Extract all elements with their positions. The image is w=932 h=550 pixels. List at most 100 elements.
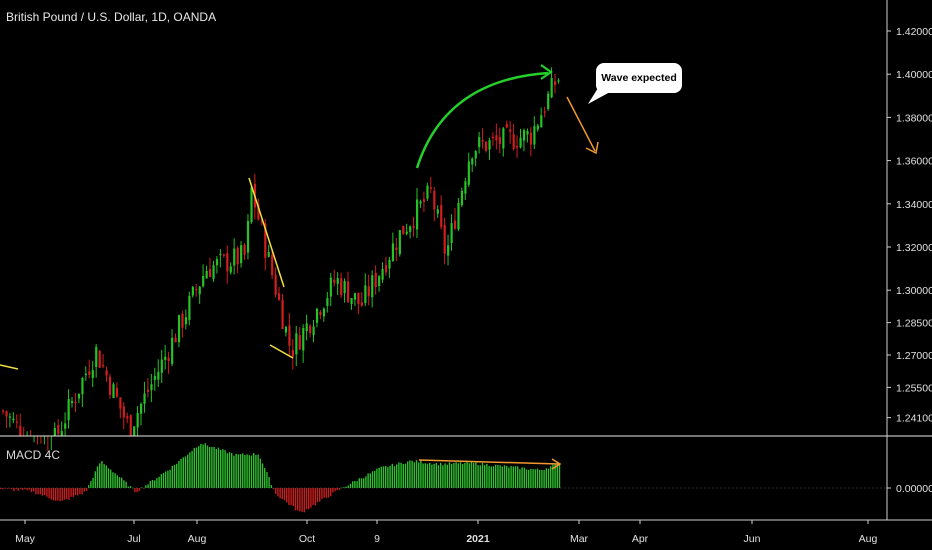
candle-body bbox=[409, 226, 412, 232]
candle-body bbox=[498, 136, 501, 145]
candle-body bbox=[378, 276, 381, 286]
candle-body bbox=[319, 311, 322, 315]
candle-body bbox=[364, 285, 367, 304]
candle-body bbox=[440, 205, 443, 227]
macd-bar bbox=[378, 467, 380, 488]
macd-bar bbox=[396, 464, 398, 488]
macd-bar bbox=[429, 462, 431, 488]
macd-bar bbox=[525, 469, 528, 488]
macd-bar bbox=[204, 443, 206, 488]
candle-body bbox=[347, 281, 350, 303]
candle-body bbox=[150, 384, 153, 391]
macd-bar bbox=[536, 468, 539, 488]
macd-bar bbox=[235, 453, 237, 488]
candle-body bbox=[360, 302, 363, 306]
macd-bar bbox=[101, 461, 103, 488]
macd-bar bbox=[200, 443, 202, 488]
candle-body bbox=[240, 245, 243, 264]
candle-body bbox=[505, 124, 508, 128]
macd-bar bbox=[248, 455, 250, 488]
candle-body bbox=[464, 181, 467, 194]
macd-bar bbox=[488, 466, 490, 488]
macd-bar bbox=[301, 488, 303, 512]
candle-body bbox=[315, 308, 319, 323]
macd-bar bbox=[446, 464, 448, 488]
macd-bar bbox=[270, 485, 272, 488]
macd-bar bbox=[13, 488, 15, 492]
macd-bar bbox=[118, 477, 121, 488]
macd-bar bbox=[28, 488, 30, 490]
candle-body bbox=[340, 278, 343, 295]
candle-body bbox=[215, 259, 219, 266]
candle-body bbox=[536, 125, 539, 130]
candle-body bbox=[457, 202, 460, 230]
macd-bar bbox=[521, 467, 523, 488]
candle-body bbox=[260, 220, 263, 223]
macd-bar bbox=[316, 488, 319, 503]
orange-down-arrow bbox=[566, 96, 596, 152]
macd-bar bbox=[77, 488, 79, 496]
macd-bar bbox=[74, 488, 77, 496]
candle-body bbox=[419, 201, 422, 204]
macd-bar bbox=[519, 469, 521, 488]
macd-bar bbox=[499, 465, 501, 488]
candle-body bbox=[453, 220, 457, 229]
y-tick-label: 1.28500 bbox=[896, 318, 932, 330]
macd-bar bbox=[211, 446, 213, 488]
green-curve-arrow bbox=[415, 71, 549, 169]
macd-bar bbox=[158, 476, 160, 488]
macd-bar bbox=[420, 460, 422, 488]
candle-body bbox=[388, 259, 391, 269]
candle-body bbox=[143, 393, 146, 404]
annotations bbox=[0, 64, 610, 470]
candle-body bbox=[353, 293, 357, 300]
macd-bar bbox=[178, 461, 180, 488]
macd-bar bbox=[391, 463, 393, 488]
candle-body bbox=[478, 137, 481, 148]
macd-bar bbox=[231, 453, 233, 488]
candle-body bbox=[547, 93, 550, 110]
candle-body bbox=[467, 161, 470, 185]
macd-bar bbox=[314, 488, 316, 506]
candle-body bbox=[398, 230, 401, 255]
macd-bar bbox=[539, 470, 541, 488]
macd-bar bbox=[193, 447, 195, 488]
macd-bar bbox=[455, 462, 457, 488]
macd-bar bbox=[226, 453, 228, 488]
macd-bar bbox=[189, 452, 191, 488]
x-tick-label: 2021 bbox=[466, 533, 490, 545]
macd-bar bbox=[367, 473, 369, 488]
macd-bar bbox=[215, 449, 217, 488]
candle-body bbox=[502, 128, 505, 149]
macd-bar bbox=[33, 488, 35, 492]
macd-bar bbox=[552, 464, 554, 488]
macd-bar bbox=[103, 464, 105, 488]
macd-bar bbox=[325, 488, 327, 498]
candle-body bbox=[84, 373, 87, 376]
macd-bar bbox=[257, 454, 259, 488]
macd-bar bbox=[490, 466, 492, 488]
macd-bar bbox=[57, 488, 59, 501]
candle-body bbox=[554, 81, 557, 85]
macd-bar bbox=[508, 467, 510, 488]
macd-bar bbox=[68, 488, 70, 500]
candle-body bbox=[429, 187, 432, 189]
candle-body bbox=[198, 286, 201, 295]
candle-body bbox=[278, 293, 281, 300]
macd-bar bbox=[195, 447, 198, 488]
y-tick-label: 1.27000 bbox=[896, 350, 932, 362]
macd-bar bbox=[418, 462, 420, 488]
macd-bar bbox=[61, 488, 63, 501]
candle-body bbox=[112, 384, 115, 398]
macd-bar bbox=[371, 471, 374, 488]
candle-body bbox=[416, 199, 419, 230]
macd-bar bbox=[532, 469, 534, 488]
candle-body bbox=[512, 134, 515, 149]
candle-body bbox=[350, 298, 353, 304]
x-tick-label: Apr bbox=[632, 533, 649, 545]
macd-bar bbox=[11, 488, 13, 490]
macd-bar bbox=[244, 455, 246, 488]
macd-bar bbox=[327, 488, 330, 498]
candle-body bbox=[209, 268, 212, 277]
